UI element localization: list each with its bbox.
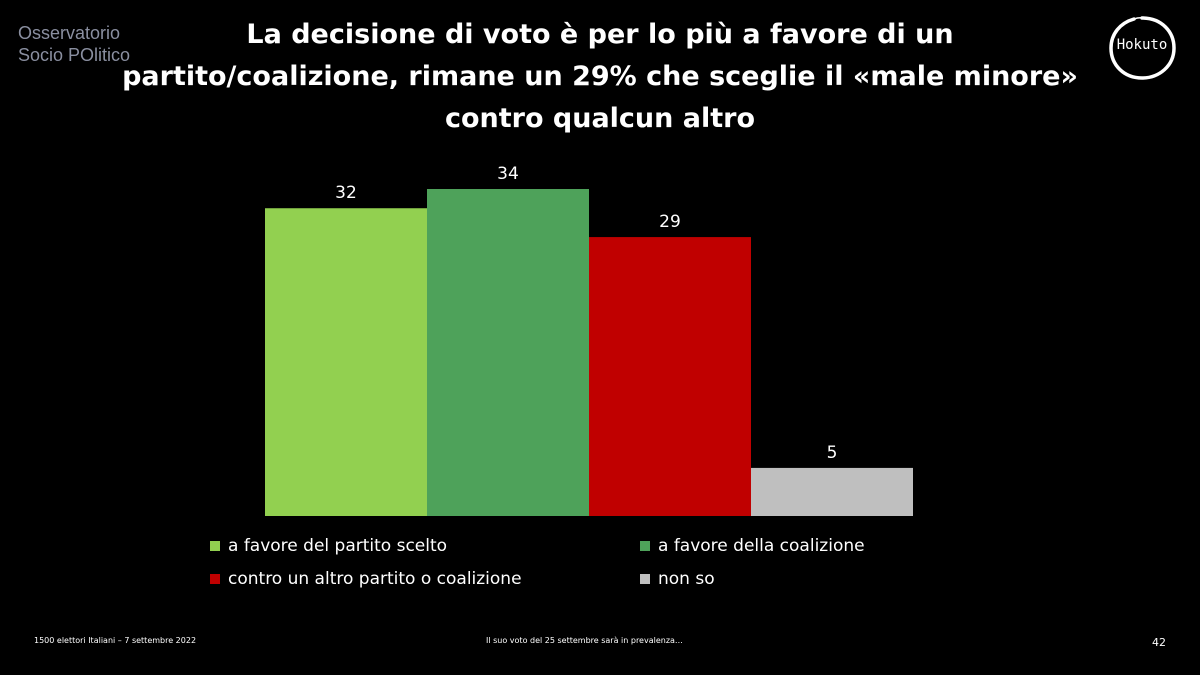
page-title: La decisione di voto è per lo più a favo…: [120, 14, 1080, 140]
legend-label-partito: a favore del partito scelto: [228, 536, 448, 556]
legend-swatch-contro: [210, 574, 220, 584]
data-label-contro: 29: [659, 212, 681, 232]
title-line-3: contro qualcun altro: [444, 103, 756, 134]
legend-item-partito: a favore del partito scelto: [210, 536, 447, 556]
data-label-coalizione: 34: [497, 164, 519, 184]
brand-line-1: Osservatorio: [18, 23, 121, 43]
hokuto-logo: Hokuto: [1104, 12, 1180, 84]
bar-non-so: [751, 467, 913, 516]
chart-legend: a favore del partito scelto a favore del…: [210, 536, 930, 596]
legend-item-non-so: non so: [640, 569, 715, 589]
bar-coalizione: [427, 189, 589, 516]
footer-question: Il suo voto del 25 settembre sarà in pre…: [486, 636, 683, 645]
bar-contro: [589, 237, 751, 516]
enso-circle-icon: [1109, 16, 1176, 80]
legend-swatch-coalizione: [640, 541, 650, 551]
legend-label-contro: contro un altro partito o coalizione: [228, 569, 522, 589]
legend-label-coalizione: a favore della coalizione: [658, 536, 865, 556]
bar-partito: [265, 208, 427, 516]
legend-item-coalizione: a favore della coalizione: [640, 536, 865, 556]
brand-line-2: Socio POlitico: [18, 45, 131, 65]
legend-swatch-non-so: [640, 574, 650, 584]
data-label-partito: 32: [335, 183, 357, 203]
legend-label-non-so: non so: [658, 569, 715, 589]
legend-swatch-partito: [210, 541, 220, 551]
page-number: 42: [1152, 636, 1166, 649]
logo-text: Hokuto: [1116, 37, 1168, 53]
title-line-2: partito/coalizione, rimane un 29% che sc…: [122, 61, 1078, 92]
legend-item-contro: contro un altro partito o coalizione: [210, 569, 522, 589]
footer-source: 1500 elettori Italiani – 7 settembre 202…: [34, 636, 197, 645]
data-label-non-so: 5: [827, 443, 838, 463]
brand-logo-text: Osservatorio Socio POlitico: [18, 22, 130, 66]
title-line-1: La decisione di voto è per lo più a favo…: [246, 19, 954, 50]
